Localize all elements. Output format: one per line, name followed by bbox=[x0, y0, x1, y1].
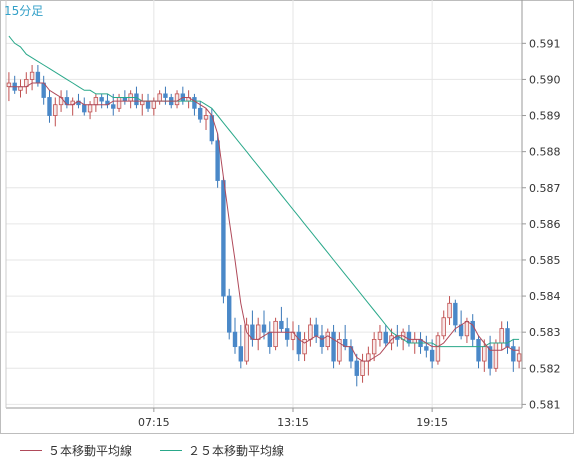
candle-down bbox=[296, 331, 301, 355]
y-tick-label: 0.586 bbox=[529, 218, 561, 231]
ma25-swatch bbox=[160, 450, 182, 451]
candle-down bbox=[319, 335, 325, 348]
candle-up bbox=[203, 115, 209, 120]
candle-up bbox=[412, 338, 417, 344]
candle-down bbox=[424, 346, 429, 351]
candle-up bbox=[244, 324, 249, 362]
candle-down bbox=[145, 100, 151, 109]
ma25-line bbox=[8, 35, 520, 348]
candle-down bbox=[192, 97, 197, 109]
y-tick-label: 0.589 bbox=[529, 110, 561, 123]
x-tick-label: 19:15 bbox=[416, 416, 448, 429]
candle-up bbox=[93, 97, 99, 106]
candle-down bbox=[354, 360, 359, 376]
candle-down bbox=[134, 93, 139, 106]
candle-up bbox=[441, 317, 446, 337]
candle-up bbox=[360, 360, 365, 376]
candle-up bbox=[447, 302, 452, 319]
candle-up bbox=[516, 353, 522, 362]
candle-down bbox=[331, 331, 336, 362]
candle-down bbox=[505, 328, 510, 348]
candle-down bbox=[232, 331, 238, 348]
candle-down bbox=[284, 328, 290, 340]
legend-item-ma25: ２５本移動平均線 bbox=[160, 442, 284, 459]
candle-down bbox=[99, 97, 104, 102]
candle-up bbox=[29, 71, 35, 80]
legend-item-ma5: ５本移動平均線 bbox=[20, 442, 132, 459]
candle-down bbox=[163, 93, 168, 98]
candle-up bbox=[302, 338, 307, 355]
candle-up bbox=[273, 320, 278, 348]
y-tick-label: 0.590 bbox=[529, 73, 561, 86]
candle-down bbox=[453, 302, 458, 326]
y-tick-label: 0.591 bbox=[529, 37, 561, 50]
candle-down bbox=[383, 331, 388, 344]
candle-down bbox=[429, 349, 435, 362]
candle-up bbox=[493, 342, 499, 369]
candle-down bbox=[111, 104, 116, 109]
candle-down bbox=[215, 140, 220, 181]
timeframe-label: 15分足 bbox=[4, 4, 44, 18]
candlestick-chart: 0.591 0.590 0.589 0.588 0.587 0.586 0.585 0.584… bbox=[0, 0, 574, 434]
candle-up bbox=[377, 331, 383, 340]
x-tick-label: 07:15 bbox=[138, 416, 170, 429]
candle-down bbox=[238, 346, 244, 362]
candle-down bbox=[82, 104, 87, 113]
candle-up bbox=[157, 93, 162, 102]
y-tick-label: 0.582 bbox=[529, 362, 561, 375]
candle-up bbox=[6, 82, 12, 88]
ma5-line bbox=[8, 82, 520, 362]
candle-up bbox=[140, 100, 145, 106]
candle-down bbox=[267, 331, 272, 348]
y-tick-label: 0.581 bbox=[529, 398, 561, 411]
y-tick-label: 0.583 bbox=[529, 326, 561, 339]
candle-up bbox=[337, 338, 342, 362]
candle-up bbox=[499, 328, 504, 344]
y-tick-label: 0.588 bbox=[529, 146, 561, 159]
candle-up bbox=[174, 93, 180, 106]
ma5-swatch bbox=[20, 450, 42, 451]
y-tick-label: 0.585 bbox=[529, 254, 561, 267]
candle-up bbox=[325, 331, 330, 348]
candle-down bbox=[35, 71, 41, 84]
candle-down bbox=[279, 320, 284, 329]
candle-down bbox=[458, 324, 464, 337]
candle-down bbox=[122, 97, 128, 102]
x-tick-label: 13:15 bbox=[277, 416, 309, 429]
legend-ma5-label: ５本移動平均線 bbox=[48, 444, 133, 458]
candle-up bbox=[53, 104, 58, 116]
candle-up bbox=[256, 324, 261, 340]
legend: ５本移動平均線 ２５本移動平均線 bbox=[0, 434, 574, 462]
legend-ma25-label: ２５本移動平均線 bbox=[188, 444, 285, 458]
candle-up bbox=[116, 97, 122, 109]
candle-down bbox=[227, 295, 232, 333]
y-tick-label: 0.587 bbox=[529, 182, 561, 195]
candle-up bbox=[308, 324, 313, 340]
candle-up bbox=[464, 320, 470, 337]
candle-up bbox=[482, 346, 487, 362]
candle-up bbox=[371, 338, 377, 355]
candle-down bbox=[511, 346, 516, 362]
y-tick-label: 0.584 bbox=[529, 290, 561, 303]
candle-down bbox=[261, 324, 267, 333]
candle-down bbox=[406, 331, 412, 344]
candle-down bbox=[487, 346, 493, 369]
candle-up bbox=[151, 100, 157, 109]
candle-down bbox=[221, 180, 226, 297]
candle-down bbox=[476, 338, 481, 362]
candle-down bbox=[47, 97, 52, 116]
candle-down bbox=[198, 107, 203, 120]
candle-up bbox=[87, 104, 93, 113]
candle-down bbox=[470, 320, 475, 340]
candle-down bbox=[313, 324, 319, 337]
candle-up bbox=[435, 335, 441, 362]
